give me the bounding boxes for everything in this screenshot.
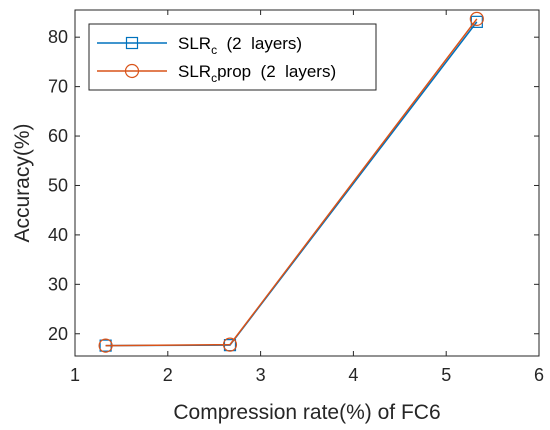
legend-box (88, 23, 377, 91)
y-tick-label: 30 (48, 274, 68, 294)
data-point-marker (469, 11, 484, 26)
legend-marker (124, 63, 140, 79)
legend-item: SLRc (2 layers) (97, 34, 302, 57)
y-tick-label: 20 (48, 324, 68, 344)
y-tick-label: 70 (48, 77, 68, 97)
series-line (105, 18, 478, 347)
data-point-marker (98, 338, 113, 353)
x-tick-label: 2 (163, 365, 173, 385)
x-tick-label: 3 (256, 365, 266, 385)
x-tick-label: 4 (348, 365, 358, 385)
y-axis-title: Accuracy(%) (11, 123, 34, 242)
legend-marker (125, 36, 139, 50)
x-axis-title: Compression rate(%) of FC6 (173, 401, 440, 424)
y-tick-label: 50 (48, 175, 68, 195)
x-tick-label: 1 (70, 365, 80, 385)
legend-label: SLRcprop (2 layers) (178, 62, 336, 85)
ticks-layer: 1 2 3 4 5 6 20 30 40 50 60 70 80 (48, 10, 544, 385)
x-tick-label: 6 (534, 365, 544, 385)
data-point-marker (222, 337, 238, 352)
x-tick-label: 5 (441, 365, 451, 385)
series-layer (98, 11, 484, 353)
legend: SLRc (2 layers) SLRcprop (2 layers) (88, 23, 377, 91)
y-tick-label: 40 (48, 225, 68, 245)
y-tick-label: 80 (48, 27, 68, 47)
series-2 (98, 11, 484, 353)
legend-item: SLRcprop (2 layers) (97, 62, 336, 85)
y-tick-label: 60 (48, 126, 68, 146)
legend-label: SLRc (2 layers) (178, 34, 302, 57)
